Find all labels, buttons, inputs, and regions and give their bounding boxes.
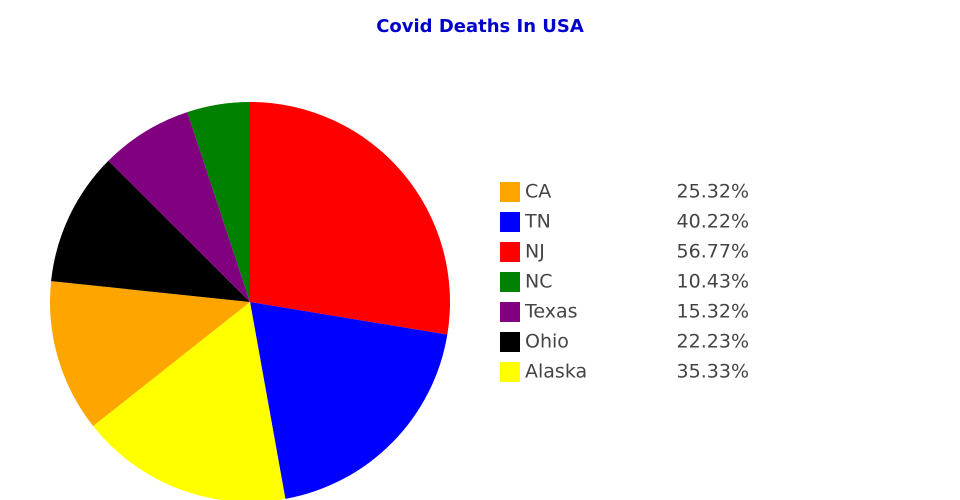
pie-slice: [108, 112, 250, 303]
pie-slice: [50, 281, 251, 427]
pie-slice: [187, 102, 250, 302]
legend-value: 40.22%: [677, 211, 749, 233]
pie-slice: [51, 160, 250, 302]
pie-slice: [93, 302, 286, 500]
legend-swatch: [500, 332, 520, 352]
legend-swatch: [500, 362, 520, 382]
legend-value: 56.77%: [677, 241, 749, 263]
pie-slice: [250, 302, 448, 499]
legend-label: Alaska: [525, 361, 587, 383]
legend-label: Ohio: [525, 331, 569, 353]
legend-swatch: [500, 212, 520, 232]
chart-title: Covid Deaths In USA: [376, 16, 584, 37]
legend-label: TN: [524, 211, 551, 233]
legend-value: 15.32%: [677, 301, 749, 323]
legend-label: NC: [525, 271, 552, 293]
legend-value: 35.33%: [677, 361, 749, 383]
legend-swatch: [500, 182, 520, 202]
pie-slice: [250, 102, 450, 335]
legend-value: 10.43%: [677, 271, 749, 293]
legend-label: NJ: [525, 241, 545, 263]
legend-value: 22.23%: [677, 331, 749, 353]
legend-value: 25.32%: [677, 181, 749, 203]
legend-label: Texas: [524, 301, 578, 323]
legend-swatch: [500, 242, 520, 262]
legend-swatch: [500, 302, 520, 322]
legend-label: CA: [525, 181, 551, 203]
legend-swatch: [500, 272, 520, 292]
